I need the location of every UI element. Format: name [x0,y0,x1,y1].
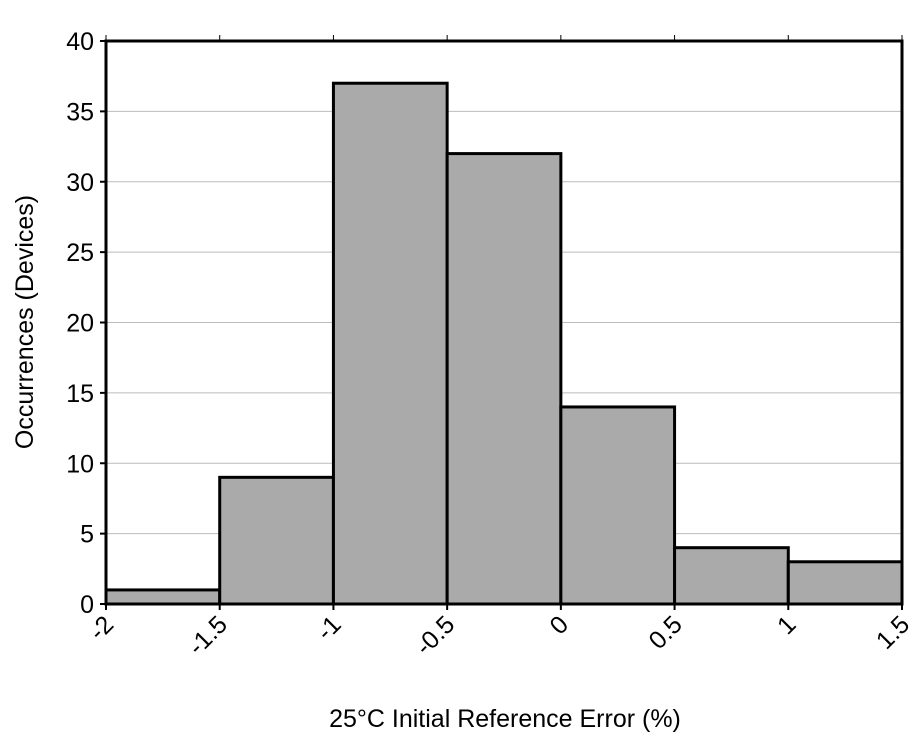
x-tick-label: 0 [544,610,574,640]
histogram-bar [673,546,790,606]
histogram-bar [104,588,222,606]
y-axis-label: Occurrences (Devices) [11,195,39,449]
x-tick-label: -1 [311,610,347,646]
y-tick-label: 20 [66,310,94,338]
histogram-bars [104,81,904,606]
x-axis-label: 25°C Initial Reference Error (%) [329,705,681,733]
histogram-bar [218,475,335,606]
y-tick-label: 0 [80,591,94,619]
x-tick-label: 1.5 [871,610,909,654]
y-tick-label: 30 [66,169,94,197]
x-tick-label: 1 [772,610,802,640]
y-tick-label: 10 [66,450,94,478]
x-tick-label: 0.5 [643,610,687,654]
histogram-bar [786,560,904,606]
x-tick-label: -0.5 [410,610,460,660]
y-tick-label: 40 [66,28,94,56]
y-tick-label: 5 [80,521,94,549]
histogram-bar [445,152,563,606]
x-tick-label: -1.5 [183,610,233,660]
histogram-bar [559,405,677,606]
y-axis-ticks: 0 5 10 15 20 25 30 35 40 [66,28,106,619]
y-tick-label: 25 [66,239,94,267]
y-tick-label: 15 [66,380,94,408]
histogram-bar [331,81,449,606]
y-tick-label: 35 [66,98,94,126]
